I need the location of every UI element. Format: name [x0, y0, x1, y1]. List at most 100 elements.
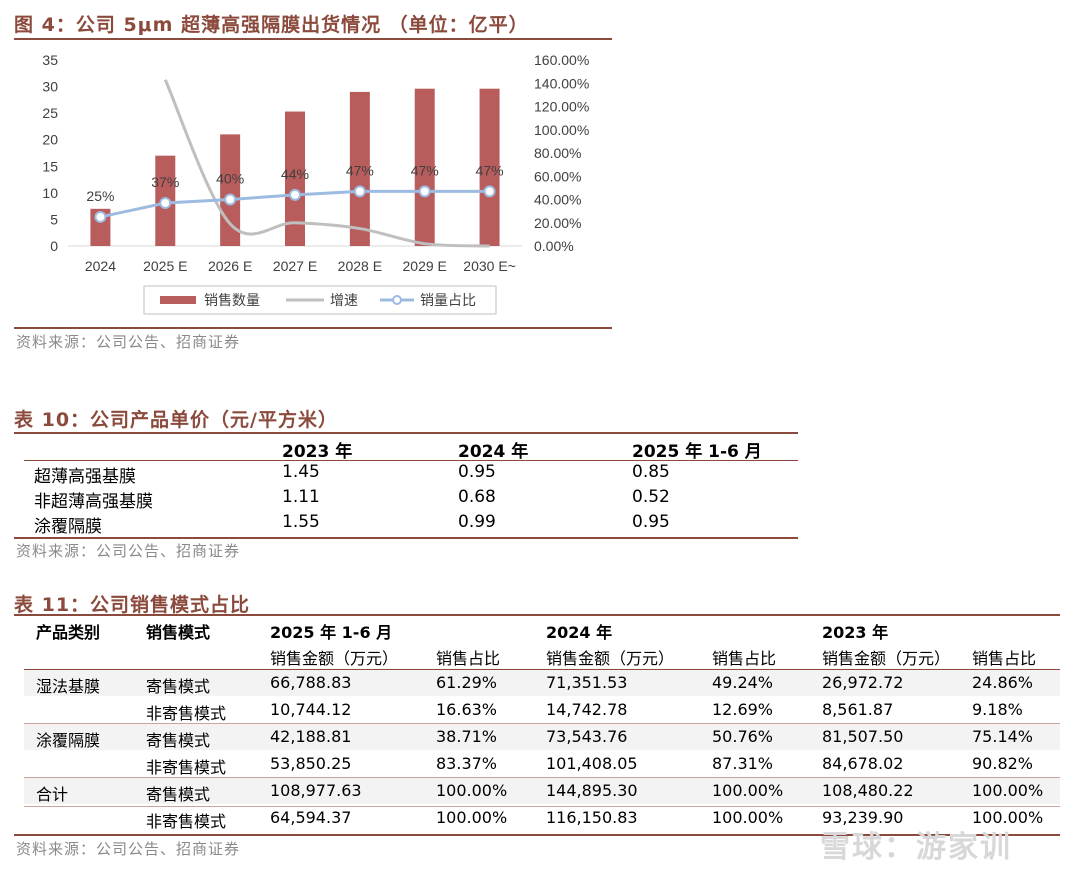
legend-label-sales-volume: 销售数量: [204, 292, 260, 308]
figure-4-caption-rule: [14, 38, 612, 40]
right-axis-tick-label: 140.00%: [534, 75, 589, 91]
data-label-sales-share: 40%: [216, 171, 244, 187]
table-11-header-mode: 销售模式: [146, 623, 211, 642]
right-axis-tick-label: 120.00%: [534, 99, 589, 115]
table-11-cell-share-2023: 100.00%: [972, 781, 1044, 800]
legend-label-sales-share: 销量占比: [420, 292, 476, 308]
marker-sales-share: [483, 185, 496, 198]
table-11-group-rule: [24, 723, 1060, 724]
table-11-caption: 表 11：公司销售模式占比: [14, 594, 251, 616]
table-10-cell: 0.68: [458, 487, 496, 507]
table-11-cell-amount-2025h1: 10,744.12: [270, 700, 352, 719]
data-label-sales-share: 37%: [151, 174, 179, 190]
data-label-sales-share: 47%: [476, 162, 504, 178]
table-11-cell-share-2024: 12.69%: [712, 700, 774, 719]
table-11-cell-amount-2023: 26,972.72: [822, 673, 904, 692]
table-11-cell-share-2023: 24.86%: [972, 673, 1034, 692]
marker-sales-share: [289, 188, 301, 201]
table-10-cell: 0.99: [458, 512, 496, 532]
table-11-cell-amount-2023: 8,561.87: [822, 700, 894, 719]
table-10-header-2024: 2024 年: [458, 442, 529, 462]
table-11-cell-share-2025h1: 38.71%: [436, 727, 498, 746]
right-axis-tick-label: 160.00%: [534, 52, 589, 68]
bar-sales-volume: [349, 91, 370, 246]
table-11-subheader-share: 销售占比: [972, 649, 1037, 668]
marker-sales-share: [353, 185, 366, 198]
left-axis-tick-label: 30: [42, 79, 58, 95]
table-11-cell-mode: 寄售模式: [146, 785, 211, 804]
legend-swatch-sales-volume: [160, 296, 196, 304]
right-axis-tick-label: 0.00%: [534, 238, 574, 254]
right-axis-tick-label: 60.00%: [534, 168, 581, 184]
table-11-cell-mode: 非寄售模式: [146, 812, 227, 831]
x-axis-tick-label: 2029 E: [403, 258, 447, 274]
bar-sales-volume: [414, 88, 435, 246]
table-10-cell: 0.52: [632, 487, 670, 507]
left-axis-tick-label: 35: [42, 52, 58, 68]
legend-marker-sales-share: [392, 295, 402, 305]
left-axis-tick-label: 10: [42, 185, 58, 201]
right-axis-tick-label: 20.00%: [534, 215, 581, 231]
table-11-cell-amount-2025h1: 64,594.37: [270, 808, 352, 827]
table-11-row-bg: [24, 670, 1060, 696]
table-11-subheader-amount: 销售金额（万元）: [546, 649, 675, 668]
table-11-row-rule: [24, 806, 1060, 807]
table-11-cell-share-2025h1: 83.37%: [436, 754, 498, 773]
table-11-subheader-amount: 销售金额（万元）: [822, 649, 951, 668]
table-10-row-label: 非超薄高强基膜: [34, 492, 153, 512]
watermark: 雪球：游家训: [820, 830, 1012, 865]
table-11-cell-share-2023: 100.00%: [972, 808, 1044, 827]
table-11-cell-share-2023: 9.18%: [972, 700, 1023, 719]
right-axis-tick-label: 100.00%: [534, 122, 589, 138]
table-11-cell-amount-2024: 101,408.05: [546, 754, 638, 773]
table-11-cell-amount-2024: 71,351.53: [546, 673, 628, 692]
table-11-caption-rule: [14, 614, 1060, 616]
table-11-header-2024: 2024 年: [546, 623, 613, 642]
table-11-header-rule: [24, 669, 1060, 670]
table-11-subheader-share: 销售占比: [436, 649, 501, 668]
table-11-header-2023: 2023 年: [822, 623, 889, 642]
table-11-cell-category: 合计: [36, 785, 69, 804]
table-11-cell-amount-2024: 14,742.78: [546, 700, 628, 719]
table-11-cell-share-2023: 75.14%: [972, 727, 1034, 746]
table-11-cell-mode: 非寄售模式: [146, 704, 227, 723]
table-10-row-label: 涂覆隔膜: [34, 517, 102, 537]
x-axis-tick-label: 2030 E~: [463, 258, 516, 274]
x-axis-tick-label: 2028 E: [338, 258, 382, 274]
table-11-subheader-amount: 销售金额（万元）: [270, 649, 399, 668]
table-10-header-2023: 2023 年: [282, 442, 353, 462]
bar-sales-volume: [479, 88, 500, 246]
left-axis-tick-label: 25: [42, 105, 58, 121]
x-axis-tick-label: 2027 E: [273, 258, 317, 274]
table-11-group-rule: [24, 777, 1060, 778]
data-label-sales-share: 47%: [411, 162, 439, 178]
table-10-header-rule: [24, 460, 798, 461]
bar-sales-volume: [285, 111, 305, 246]
table-11-cell-amount-2023: 108,480.22: [822, 781, 914, 800]
right-axis-tick-label: 80.00%: [534, 145, 581, 161]
table-10-cell: 1.45: [282, 462, 320, 482]
shipment-chart: 0 5 10 15 20 25 30 35 0.00% 20.00% 40.00% 60.00% 80.…: [42, 52, 589, 315]
table-11-cell-share-2024: 87.31%: [712, 754, 774, 773]
table-11-cell-amount-2024: 73,543.76: [546, 727, 628, 746]
table-10-caption-rule: [14, 432, 798, 434]
left-axis-tick-label: 15: [42, 158, 58, 174]
table-10-cell: 1.55: [282, 512, 320, 532]
table-11-header-category: 产品类别: [36, 623, 101, 642]
table-11-cell-amount-2025h1: 66,788.83: [270, 673, 352, 692]
x-axis-tick-label: 2024: [85, 258, 116, 274]
table-11-cell-share-2024: 49.24%: [712, 673, 774, 692]
data-label-sales-share: 25%: [86, 188, 114, 204]
table-11-row-bg: [24, 724, 1060, 750]
table-11-cell-amount-2023: 93,239.90: [822, 808, 904, 827]
table-10-caption: 表 10：公司产品单价（元/平方米）: [14, 409, 338, 431]
table-11-cell-amount-2025h1: 42,188.81: [270, 727, 352, 746]
legend-label-growth-rate: 增速: [330, 292, 358, 308]
left-axis-tick-label: 5: [50, 211, 58, 227]
table-11-cell-amount-2024: 116,150.83: [546, 808, 638, 827]
table-11-cell-mode: 寄售模式: [146, 731, 211, 750]
table-10-cell: 0.95: [632, 512, 670, 532]
table-11-cell-category: 涂覆隔膜: [36, 731, 101, 750]
marker-sales-share: [418, 185, 431, 198]
table-10-cell: 1.11: [282, 487, 320, 507]
